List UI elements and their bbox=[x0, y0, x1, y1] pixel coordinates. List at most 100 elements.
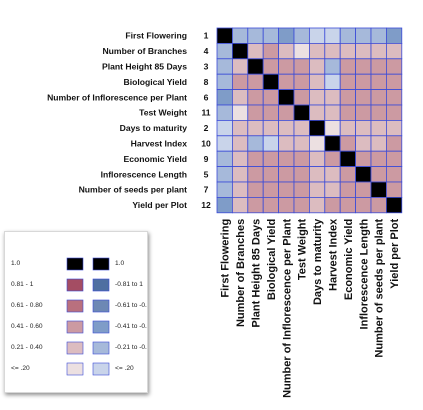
legend-swatch-negative bbox=[92, 257, 110, 271]
heatmap-cell bbox=[216, 89, 233, 106]
heatmap-cell bbox=[370, 120, 387, 137]
heatmap-cell bbox=[216, 166, 233, 183]
legend-label-positive: <= .20 bbox=[11, 365, 30, 372]
heatmap-cell bbox=[216, 27, 233, 44]
heatmap-cell bbox=[370, 73, 387, 90]
heatmap-cell bbox=[385, 166, 403, 183]
column-label: Economic Yield bbox=[343, 219, 355, 300]
heatmap-cell bbox=[385, 27, 403, 44]
heatmap-cell bbox=[308, 181, 326, 198]
heatmap-cell bbox=[355, 27, 372, 44]
heatmap-cell bbox=[308, 104, 326, 121]
legend-swatch-negative bbox=[92, 362, 110, 376]
column-label: Days to maturity bbox=[312, 218, 324, 305]
heatmap-cell bbox=[339, 73, 357, 90]
legend-swatch-positive bbox=[66, 299, 84, 313]
row-code: 3 bbox=[204, 62, 209, 72]
row-label: Inflorescence Length bbox=[101, 169, 187, 179]
heatmap-cell bbox=[278, 166, 295, 183]
heatmap-cell bbox=[216, 120, 233, 137]
heatmap-cell bbox=[355, 58, 372, 75]
heatmap-cell bbox=[231, 166, 249, 183]
heatmap-cell bbox=[216, 58, 233, 75]
heatmap-cell bbox=[262, 73, 280, 90]
heatmap-cell bbox=[247, 166, 264, 183]
heatmap-cell bbox=[278, 150, 295, 167]
heatmap-cell bbox=[262, 181, 280, 198]
column-label: Harvest Index bbox=[328, 218, 340, 291]
heatmap-cell bbox=[216, 73, 233, 90]
legend-swatch-positive bbox=[66, 320, 84, 334]
heatmap-cell bbox=[370, 181, 387, 198]
row-labels: First Flowering Number of Branches Plant H… bbox=[47, 31, 187, 210]
row-label: Number of Branches bbox=[102, 46, 187, 56]
row-label: Harvest Index bbox=[131, 139, 188, 149]
legend-swatch-negative bbox=[92, 299, 110, 313]
row-code: 4 bbox=[204, 46, 209, 56]
column-label: Biological Yield bbox=[266, 219, 278, 300]
heatmap-cell bbox=[385, 58, 403, 75]
heatmap-cell bbox=[262, 27, 280, 44]
heatmap-cell bbox=[293, 135, 310, 152]
row-label: Economic Yield bbox=[123, 154, 187, 164]
heatmap-cell bbox=[231, 181, 249, 198]
heatmap-cell bbox=[278, 196, 295, 214]
heatmap-cell bbox=[355, 135, 372, 152]
heatmap-cell bbox=[339, 150, 357, 167]
column-label: First Flowering bbox=[220, 219, 232, 298]
heatmap-cell bbox=[231, 73, 249, 90]
heatmap-cell bbox=[262, 104, 280, 121]
row-codes: 1 4 3 8 6 11 2 10 9 5 7 12 bbox=[201, 31, 211, 210]
heatmap-cell bbox=[216, 104, 233, 121]
heatmap-cell bbox=[247, 43, 264, 60]
heatmap-cell bbox=[385, 196, 403, 214]
heatmap-cell bbox=[293, 166, 310, 183]
heatmap-cell bbox=[324, 27, 341, 44]
legend-label-negative: -0.61 to -0.8 bbox=[115, 302, 147, 309]
heatmap-cell bbox=[247, 58, 264, 75]
heatmap-cell bbox=[247, 89, 264, 106]
heatmap-cell bbox=[231, 120, 249, 137]
heatmap-cell bbox=[355, 150, 372, 167]
heatmap-cell bbox=[370, 58, 387, 75]
heatmap-cell bbox=[278, 43, 295, 60]
heatmap-cell bbox=[247, 120, 264, 137]
column-label: Inflorescence Length bbox=[358, 219, 370, 330]
heatmap-cell bbox=[324, 135, 341, 152]
heatmap-cell bbox=[355, 43, 372, 60]
row-code: 2 bbox=[204, 123, 209, 133]
heatmap-cell bbox=[293, 73, 310, 90]
row-code: 12 bbox=[201, 200, 211, 210]
heatmap-cell bbox=[293, 89, 310, 106]
row-label: Plant Height 85 Days bbox=[102, 62, 187, 72]
heatmap-cell bbox=[278, 135, 295, 152]
heatmap-cell bbox=[385, 120, 403, 137]
heatmap-cell bbox=[262, 120, 280, 137]
heatmap-cell bbox=[324, 89, 341, 106]
heatmap-cell bbox=[339, 89, 357, 106]
heatmap-cell bbox=[339, 43, 357, 60]
row-label: Number of seeds per plant bbox=[79, 185, 188, 195]
heatmap-cell bbox=[231, 135, 249, 152]
legend: 1.0 0.81 - 1 0.61 - 0.80 0.41 - 0.60 0.21 - … bbox=[4, 231, 151, 393]
heatmap-cell bbox=[278, 73, 295, 90]
heatmap-cell bbox=[308, 58, 326, 75]
heatmap-cell bbox=[231, 43, 249, 60]
heatmap-cells bbox=[216, 27, 403, 214]
legend-swatch-positive bbox=[66, 341, 84, 355]
legend-label-positive: 0.81 - 1 bbox=[11, 281, 34, 288]
heatmap-cell bbox=[262, 150, 280, 167]
heatmap-cell bbox=[370, 166, 387, 183]
legend-label-negative: -0.21 to -0.4 bbox=[115, 344, 147, 351]
heatmap-cell bbox=[278, 89, 295, 106]
row-label: Number of Inflorescence per Plant bbox=[47, 92, 187, 102]
legend-label-negative: 1.0 bbox=[115, 260, 124, 267]
row-code: 11 bbox=[201, 108, 210, 118]
legend-label-positive: 1.0 bbox=[11, 260, 20, 267]
heatmap-cell bbox=[324, 166, 341, 183]
heatmap-cell bbox=[339, 27, 357, 44]
heatmap-cell bbox=[262, 135, 280, 152]
heatmap-cell bbox=[339, 58, 357, 75]
